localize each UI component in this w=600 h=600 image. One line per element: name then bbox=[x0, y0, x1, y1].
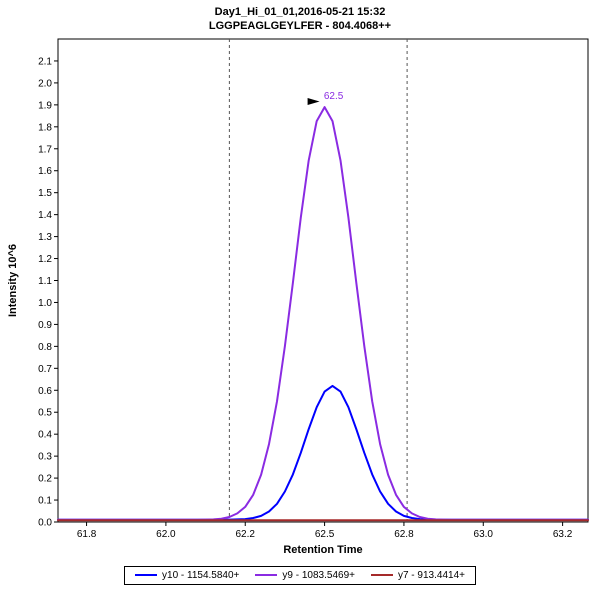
y-axis-tick-label: 1.0 bbox=[38, 298, 52, 309]
x-axis-tick-label: 62.8 bbox=[394, 529, 414, 540]
y-axis-tick-label: 1.4 bbox=[38, 210, 52, 221]
chart-header: Day1_Hi_01_01,2016-05-21 15:32 LGGPEAGLG… bbox=[0, 0, 600, 33]
peak-apex-arrow bbox=[307, 98, 320, 106]
y-axis-tick-label: 1.9 bbox=[38, 100, 52, 111]
x-axis-tick-label: 62.5 bbox=[315, 529, 335, 540]
x-axis-tick-label: 63.2 bbox=[553, 529, 573, 540]
series-line-y9 bbox=[57, 106, 589, 521]
chromatogram-plot: 0.0 0.1 0.2 0.3 0.4 0.5 0.6 0.7 0.8 0.9 1.0 1.1 1.2 1… bbox=[7, 38, 589, 556]
x-axis-title: Retention Time bbox=[283, 544, 362, 556]
y-axis-tick-label: 1.7 bbox=[38, 144, 52, 155]
y-axis-tick-label: 0.0 bbox=[38, 518, 52, 529]
peptide-title: LGGPEAGLGEYLFER - 804.4068++ bbox=[208, 20, 392, 32]
legend-item-y10: y10 - 1154.5840+ bbox=[135, 570, 239, 581]
y-axis-tick-label: 0.8 bbox=[38, 342, 52, 353]
y-axis-tick-label: 0.5 bbox=[38, 408, 52, 419]
y-axis-tick-label: 1.3 bbox=[38, 232, 52, 243]
legend-item-y7: y7 - 913.4414+ bbox=[370, 569, 465, 581]
y-axis-tick-label: 0.2 bbox=[38, 474, 52, 485]
legend-color-line-y9 bbox=[255, 574, 278, 576]
y-axis-tick-label: 0.6 bbox=[38, 386, 52, 397]
legend-color-line-y7 bbox=[370, 574, 393, 576]
y-axis-tick-label: 0.7 bbox=[38, 364, 52, 375]
chart-title: Day1_Hi_01_01,2016-05-21 15:32 bbox=[214, 6, 386, 18]
y-axis-tick-label: 1.5 bbox=[38, 188, 52, 199]
y-axis-tick-label: 0.4 bbox=[38, 430, 52, 441]
y-axis-title: Intensity 10^6 bbox=[7, 244, 19, 317]
x-axis-tick-label: 61.8 bbox=[77, 529, 97, 540]
legend-item-y9: y9 - 1083.5469+ bbox=[255, 570, 355, 581]
legend-label-y7: y7 - 913.4414+ bbox=[397, 569, 465, 581]
legend-label-y9: y9 - 1083.5469+ bbox=[282, 569, 355, 581]
legend-label-y10: y10 - 1154.5840+ bbox=[162, 569, 240, 581]
x-axis-tick-label: 62.2 bbox=[236, 529, 256, 540]
legend-box: y10 - 1154.5840+ y9 - 1083.5469+ y7 - 913.… bbox=[124, 565, 476, 585]
y-axis-tick-label: 1.8 bbox=[38, 122, 52, 133]
legend-color-line-y10 bbox=[135, 574, 158, 576]
y-axis-tick-label: 0.1 bbox=[38, 496, 52, 507]
legend: y10 - 1154.5840+ y9 - 1083.5469+ y7 - 913.… bbox=[0, 563, 600, 585]
y-axis-tick-label: 2.1 bbox=[38, 56, 52, 67]
y-axis-tick-label: 1.1 bbox=[38, 276, 52, 287]
y-axis-tick-label: 0.3 bbox=[38, 452, 52, 463]
series-line-y10 bbox=[57, 384, 589, 521]
peak-annotation-label: 62.5 bbox=[324, 91, 344, 102]
y-axis-tick-label: 2.0 bbox=[38, 78, 52, 89]
y-axis-tick-label: 1.2 bbox=[38, 254, 52, 265]
y-axis-tick-label: 1.6 bbox=[38, 166, 52, 177]
x-axis-tick-label: 62.0 bbox=[156, 529, 176, 540]
plot-border bbox=[57, 38, 589, 523]
x-axis-tick-label: 63.0 bbox=[474, 529, 494, 540]
y-axis-tick-label: 0.9 bbox=[38, 320, 52, 331]
